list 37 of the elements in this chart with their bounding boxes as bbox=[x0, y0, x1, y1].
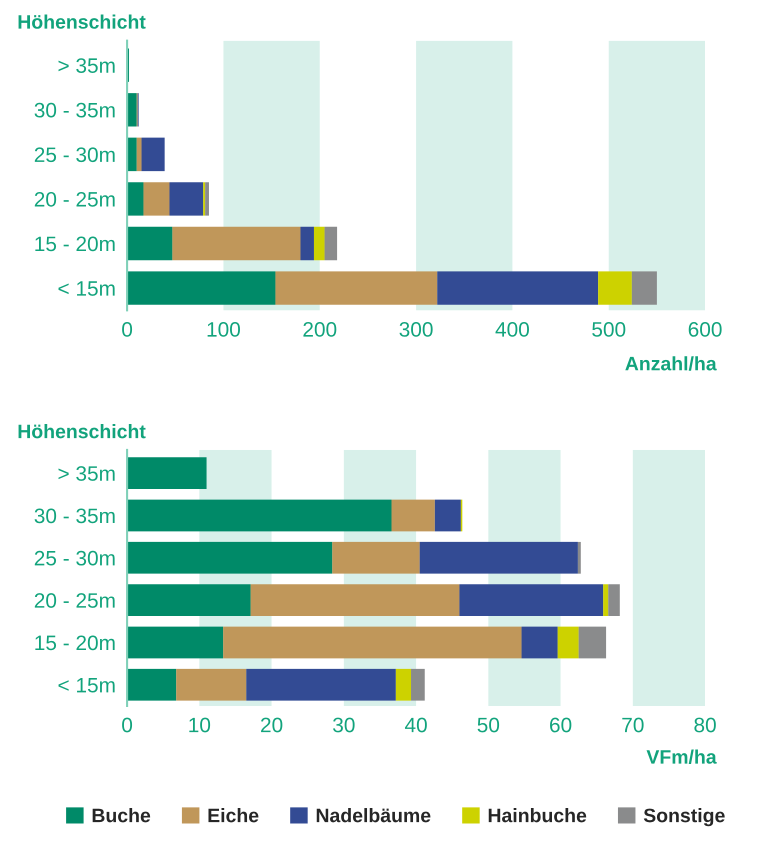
x-tick-label: 400 bbox=[496, 322, 529, 337]
y-tick-label: > 35m bbox=[58, 58, 115, 73]
y-tick-label: 20 - 25m bbox=[34, 593, 115, 608]
x-tick-label: 100 bbox=[208, 322, 240, 337]
x-tick-label: 600 bbox=[688, 322, 722, 337]
legend-label: Buche bbox=[92, 808, 150, 822]
x-tick-label: 300 bbox=[399, 322, 433, 337]
x-tick-label: 70 bbox=[622, 718, 644, 732]
legend-label: Eiche bbox=[208, 808, 258, 822]
x-tick-label: 80 bbox=[694, 718, 716, 732]
legend-label: Sonstige bbox=[644, 808, 725, 826]
legend-label: Nadelbäume bbox=[316, 808, 430, 822]
y-tick-label: 25 - 30m bbox=[34, 147, 115, 162]
y-tick-label: 15 - 20m bbox=[35, 236, 115, 252]
x-tick-label: 60 bbox=[550, 718, 572, 732]
y-tick-label: 30 - 35m bbox=[34, 102, 115, 118]
y-tick-label: > 35m bbox=[58, 466, 115, 481]
legend-label: Hainbuche bbox=[488, 808, 586, 822]
y-tick-label: 20 - 25m bbox=[34, 192, 115, 207]
y-tick-label: 15 - 20m bbox=[35, 635, 115, 650]
x-tick-label: 500 bbox=[592, 322, 626, 337]
x-tick-label: 200 bbox=[303, 322, 336, 337]
y-axis-title: Höhenschicht bbox=[18, 424, 146, 438]
x-tick-label: 40 bbox=[404, 718, 427, 732]
x-tick-label: 20 bbox=[261, 718, 282, 732]
y-axis-title: Höhenschicht bbox=[18, 14, 146, 29]
x-tick-label: 30 bbox=[333, 718, 355, 732]
x-axis-title: VFm/ha bbox=[646, 749, 717, 764]
y-tick-label: 25 - 30m bbox=[34, 550, 115, 566]
x-tick-label: 10 bbox=[189, 718, 210, 732]
x-tick-label: 0 bbox=[122, 322, 132, 337]
y-tick-label: < 15m bbox=[58, 281, 115, 296]
x-tick-label: 50 bbox=[478, 718, 500, 732]
x-tick-label: 0 bbox=[122, 718, 132, 732]
x-axis-title: Anzahl/ha bbox=[625, 356, 717, 371]
y-tick-label: 30 - 35m bbox=[34, 508, 115, 524]
y-tick-label: < 15m bbox=[58, 678, 115, 693]
